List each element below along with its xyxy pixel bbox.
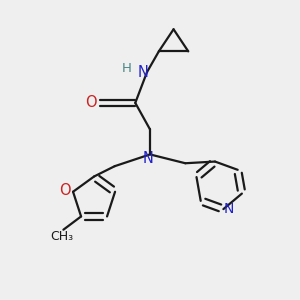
Text: O: O xyxy=(59,183,70,198)
Text: N: N xyxy=(137,65,148,80)
Text: N: N xyxy=(143,151,154,166)
Text: CH₃: CH₃ xyxy=(50,230,74,243)
Text: N: N xyxy=(224,202,234,216)
Text: H: H xyxy=(122,61,131,75)
Text: O: O xyxy=(85,95,97,110)
